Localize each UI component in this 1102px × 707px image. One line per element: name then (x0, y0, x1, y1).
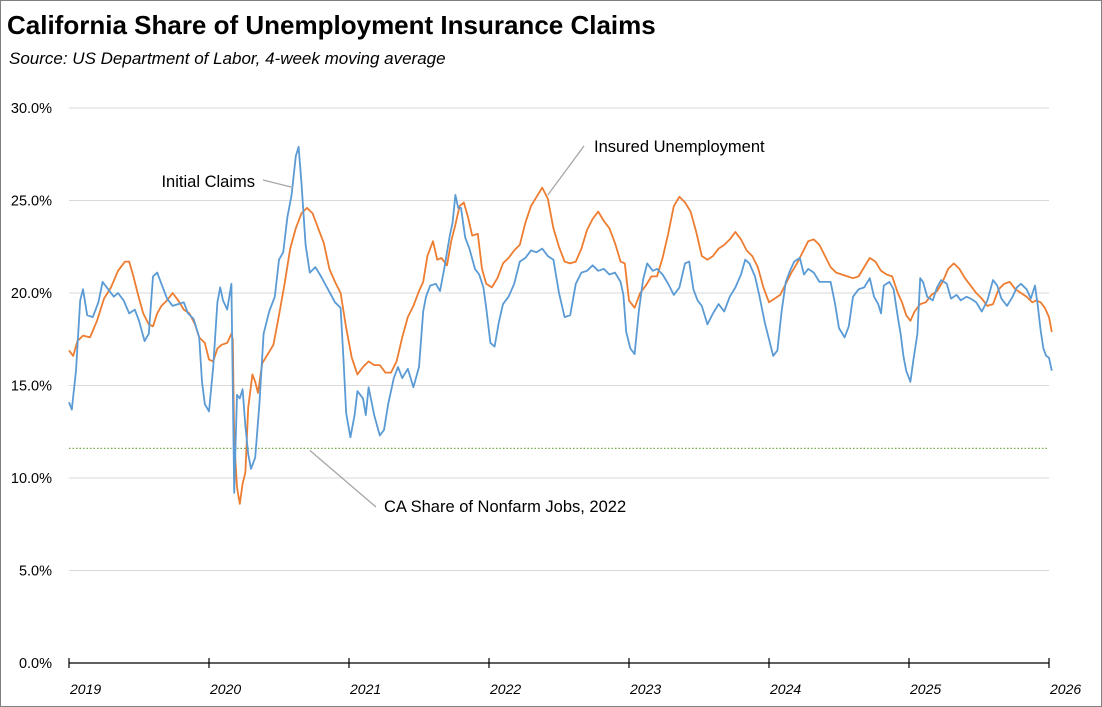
annotation-initial-claims: Initial Claims (161, 173, 255, 191)
y-tick-label: 5.0% (19, 564, 52, 580)
y-tick-label: 20.0% (11, 286, 52, 302)
annotation-leaders (262, 145, 585, 508)
x-axis-tick-labels: 2019 2020 2021 2022 2023 2024 2025 2026 (69, 681, 1081, 697)
y-tick-label: 25.0% (11, 194, 52, 210)
series-line-initial-claims (68, 146, 1053, 494)
annotation-insured-unemployment: Insured Unemployment (594, 138, 765, 156)
y-tick-label: 0.0% (19, 656, 52, 672)
x-tick-label: 2021 (349, 681, 381, 697)
y-tick-label: 30.0% (11, 101, 52, 117)
x-axis (68, 658, 1050, 668)
x-tick-label: 2024 (769, 681, 801, 697)
x-tick-label: 2019 (69, 681, 101, 697)
x-tick-label: 2023 (629, 681, 661, 697)
x-tick-label: 2025 (909, 681, 941, 697)
gridlines (69, 107, 1049, 571)
chart-subtitle: Source: US Department of Labor, 4-week m… (9, 49, 446, 68)
chart-title: California Share of Unemployment Insuran… (7, 10, 656, 40)
x-tick-label: 2026 (1049, 681, 1081, 697)
series-lines (68, 146, 1053, 505)
series-line-insured-unemployment (68, 186, 1053, 505)
y-tick-label: 10.0% (11, 471, 52, 487)
insured-unemployment-leader-line (547, 145, 585, 196)
annotation-nonfarm-jobs-share: CA Share of Nonfarm Jobs, 2022 (384, 498, 626, 516)
nonfarm-jobs-leader-line (309, 449, 377, 508)
initial-claims-leader-line (262, 179, 294, 189)
y-tick-label: 15.0% (11, 379, 52, 395)
x-tick-label: 2020 (209, 681, 241, 697)
x-tick-label: 2022 (489, 681, 521, 697)
y-axis-tick-labels: 0.0% 5.0% 10.0% 15.0% 20.0% 25.0% 30.0% (11, 101, 52, 672)
